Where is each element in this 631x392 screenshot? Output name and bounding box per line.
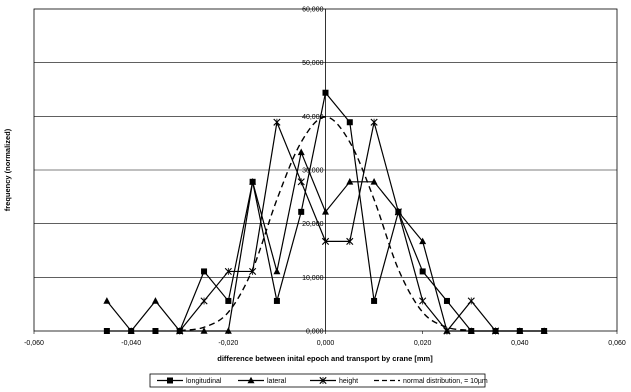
- data-point-triangle: [297, 148, 305, 156]
- data-point-square: [152, 328, 159, 334]
- data-point-square: [443, 297, 450, 304]
- data-point-x: [443, 327, 451, 335]
- y-tick-label: 10,000: [302, 275, 324, 282]
- data-point-x: [200, 297, 208, 305]
- x-tick-label: -0,040: [121, 340, 141, 347]
- legend-label: normal distribution, = 10µm: [403, 378, 488, 385]
- y-tick-label: 60,000: [302, 7, 324, 14]
- legend-label: lateral: [267, 378, 287, 385]
- data-point-x: [321, 237, 330, 245]
- data-point-triangle: [516, 327, 524, 334]
- y-tick-label: 40,000: [302, 114, 324, 121]
- legend-item: longitudinal: [157, 377, 222, 385]
- data-point-triangle: [540, 327, 548, 334]
- data-point-triangle: [127, 327, 135, 334]
- legend-label: height: [339, 378, 358, 385]
- data-point-triangle: [200, 327, 208, 334]
- data-point-x: [419, 297, 427, 305]
- data-point-x: [394, 208, 402, 216]
- legend-label: longitudinal: [186, 378, 222, 385]
- y-tick-labels: 0,000 10,000 20,000 30,000 40,000 50,000 60,00…: [302, 7, 324, 336]
- series-line: [179, 116, 472, 332]
- x-tick-label: 0,060: [608, 340, 626, 347]
- x-tick-label: -0,060: [24, 340, 44, 347]
- y-tick-label: 50,000: [302, 60, 324, 67]
- data-point-square: [298, 208, 305, 215]
- data-point-square: [322, 89, 329, 96]
- legend-item: lateral: [238, 376, 287, 385]
- data-point-x: [467, 297, 475, 305]
- x-tick-label: -0,020: [218, 340, 238, 347]
- legend-item: normal distribution, = 10µm: [374, 378, 488, 385]
- data-point-x: [346, 237, 354, 245]
- data-point-square: [371, 297, 378, 304]
- data-point-triangle: [467, 327, 475, 334]
- data-point-triangle: [273, 267, 281, 275]
- data-point-triangle: [419, 237, 427, 245]
- data-point-triangle: [249, 178, 257, 185]
- data-point-triangle: [247, 376, 255, 384]
- y-tick-label: 0,000: [306, 329, 324, 336]
- y-axis-label: frequency (normalized): [3, 128, 12, 211]
- data-point-square: [419, 268, 426, 275]
- data-point-triangle: [346, 178, 354, 185]
- series-group: [103, 89, 548, 335]
- x-tick-label: 0,020: [414, 340, 432, 347]
- x-tick-label: 0,000: [317, 340, 335, 347]
- legend: longitudinal lateral height normal distribu…: [149, 373, 488, 388]
- data-point-triangle: [224, 327, 232, 334]
- data-point-triangle: [370, 178, 378, 185]
- data-point-x: [176, 327, 184, 335]
- x-tick-labels: -0,060 -0,040 -0,020 0,000 0,020 0,040 0,060: [24, 340, 626, 347]
- y-tick-label: 20,000: [302, 221, 324, 228]
- data-point-triangle: [103, 297, 111, 304]
- data-point-x: [297, 178, 305, 186]
- data-point-square: [225, 297, 232, 304]
- series-4: [179, 116, 472, 332]
- data-point-square: [167, 377, 173, 384]
- data-point-square: [346, 119, 353, 126]
- y-tick-label: 30,000: [302, 168, 324, 175]
- data-point-x: [370, 118, 378, 126]
- x-tick-label: 0,040: [511, 340, 529, 347]
- data-point-triangle: [151, 297, 159, 304]
- data-point-x: [491, 327, 500, 335]
- data-point-square: [103, 328, 110, 334]
- data-point-square: [273, 297, 280, 304]
- x-axis-label: difference between inital epoch and tran…: [217, 354, 433, 363]
- data-point-x: [319, 376, 327, 385]
- data-point-square: [201, 268, 208, 275]
- legend-item: height: [310, 376, 358, 385]
- data-point-x: [273, 118, 281, 126]
- data-point-x: [224, 267, 232, 276]
- data-point-triangle: [322, 208, 329, 215]
